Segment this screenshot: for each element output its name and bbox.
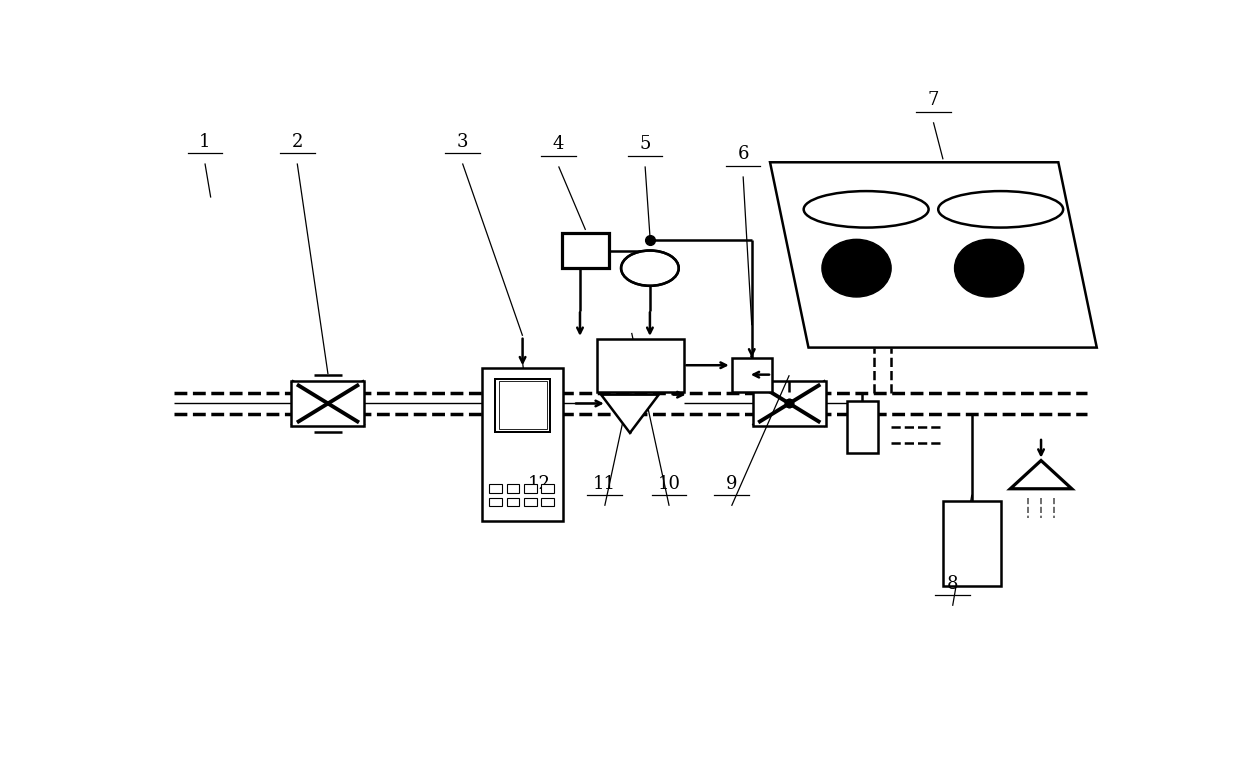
Text: 5: 5 <box>640 135 651 154</box>
Ellipse shape <box>939 191 1063 228</box>
Bar <box>507 484 520 493</box>
Text: 7: 7 <box>928 92 939 109</box>
Bar <box>847 400 878 454</box>
Polygon shape <box>291 381 365 426</box>
Text: 12: 12 <box>528 475 551 493</box>
Bar <box>490 497 502 507</box>
Bar <box>490 484 502 493</box>
Text: 8: 8 <box>947 575 959 593</box>
Text: 1: 1 <box>200 132 211 151</box>
Text: 10: 10 <box>657 475 681 493</box>
Circle shape <box>621 251 678 286</box>
Bar <box>507 497 520 507</box>
Bar <box>563 233 609 268</box>
Text: 3: 3 <box>456 132 469 151</box>
Bar <box>495 379 551 432</box>
Polygon shape <box>753 381 826 426</box>
Text: 2: 2 <box>291 132 303 151</box>
Ellipse shape <box>822 239 892 297</box>
Polygon shape <box>601 395 658 433</box>
Bar <box>542 484 554 493</box>
Bar <box>481 368 563 521</box>
Bar <box>542 497 554 507</box>
Polygon shape <box>770 162 1096 348</box>
Text: 9: 9 <box>725 475 738 493</box>
Bar <box>732 358 773 392</box>
Ellipse shape <box>804 191 929 228</box>
Bar <box>596 338 683 392</box>
Bar <box>942 500 1001 586</box>
Bar <box>525 497 537 507</box>
Text: 4: 4 <box>553 135 564 154</box>
Bar <box>525 484 537 493</box>
Ellipse shape <box>955 239 1024 297</box>
Text: 6: 6 <box>738 145 749 163</box>
Polygon shape <box>1011 461 1071 489</box>
Text: 11: 11 <box>593 475 616 493</box>
Bar <box>498 381 547 429</box>
